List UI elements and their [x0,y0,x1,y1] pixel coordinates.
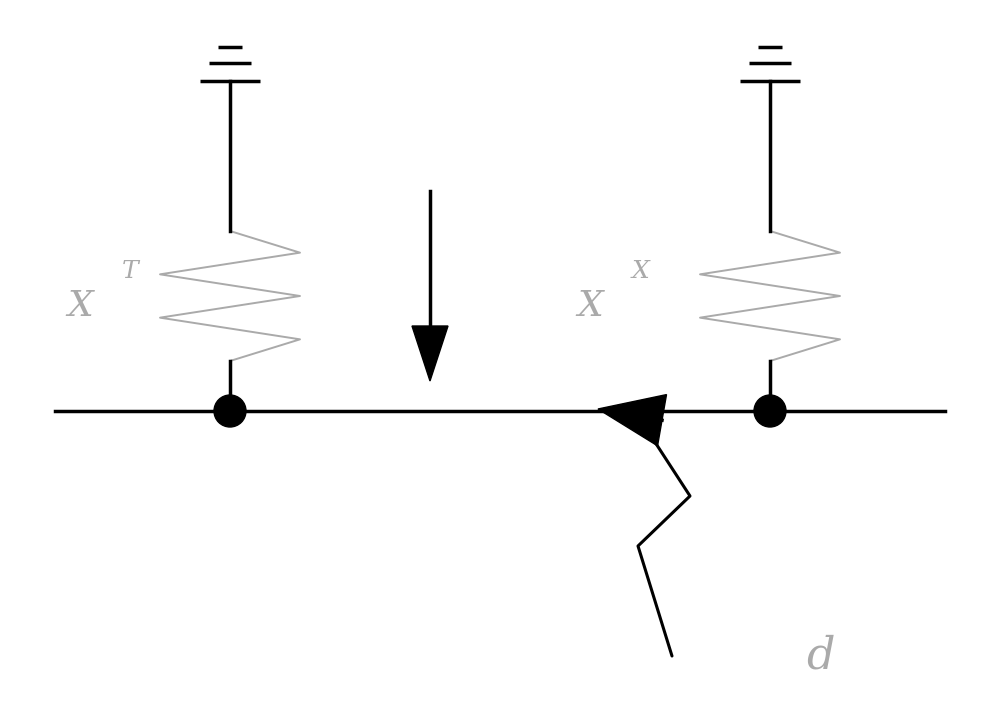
Polygon shape [598,394,667,446]
Circle shape [214,395,246,427]
Circle shape [754,395,786,427]
Text: X: X [577,289,603,323]
Polygon shape [412,326,448,381]
Text: d: d [806,634,834,678]
Text: X: X [631,260,649,283]
Text: X: X [67,289,93,323]
Text: T: T [122,260,138,283]
